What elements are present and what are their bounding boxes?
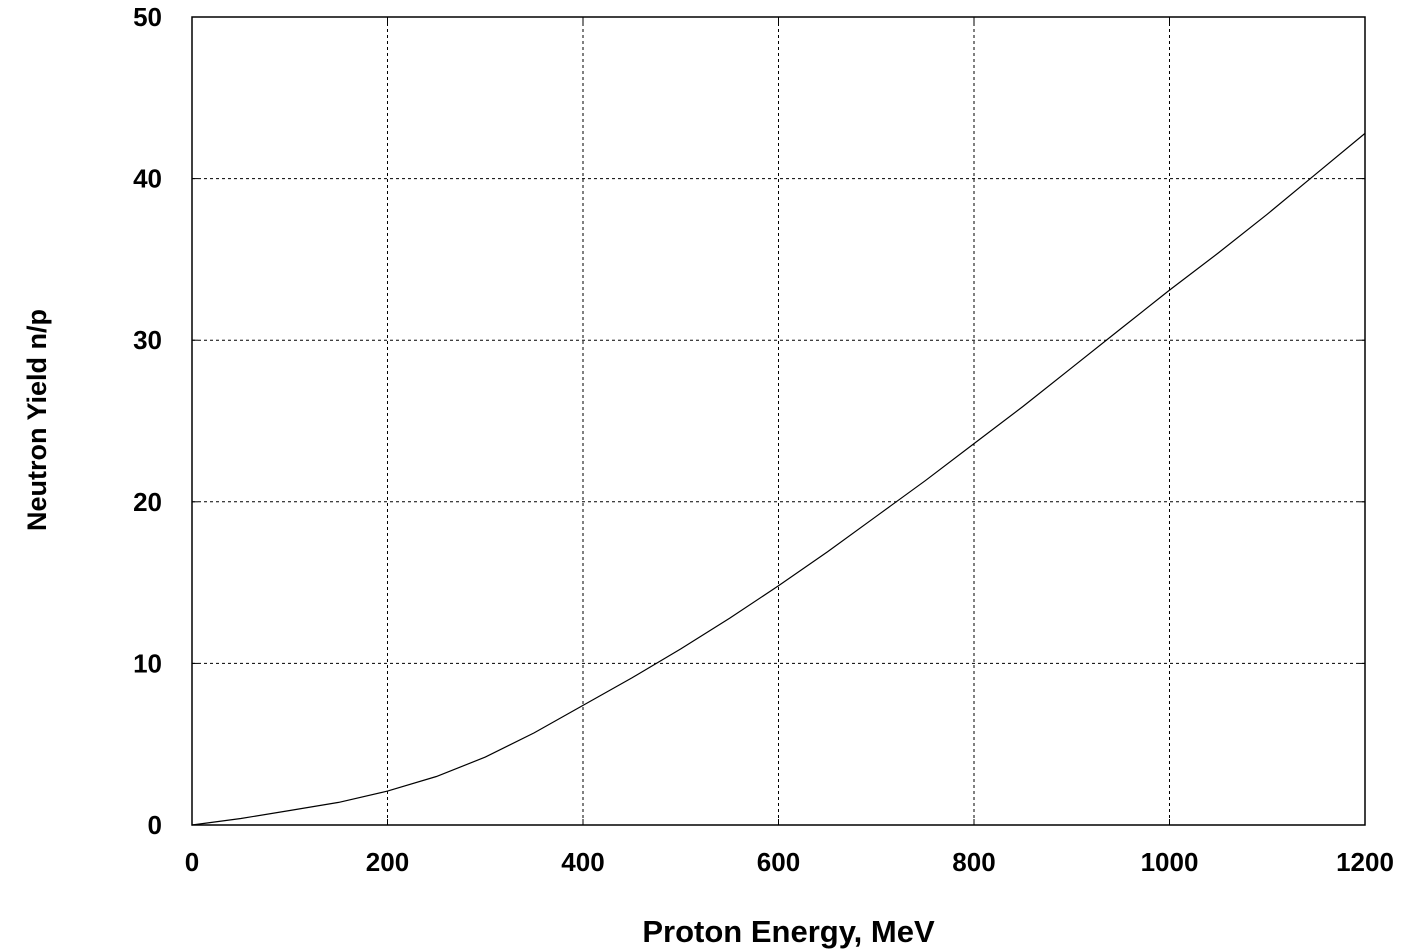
x-axis-tick-labels: 0 200 400 600 800 1000 1200	[185, 847, 1394, 877]
y-tick-label: 30	[133, 325, 162, 355]
y-tick-label: 50	[133, 2, 162, 32]
y-axis-title: Neutron Yield n/p	[22, 309, 52, 531]
x-tick-label: 0	[185, 847, 199, 877]
grid-lines	[191, 16, 1366, 826]
y-tick-label: 40	[133, 164, 162, 194]
x-tick-label: 1200	[1336, 847, 1394, 877]
y-tick-label: 20	[133, 487, 162, 517]
x-tick-label: 1000	[1141, 847, 1199, 877]
x-tick-label: 400	[561, 847, 604, 877]
y-axis-tick-labels: 0 10 20 30 40 50	[133, 2, 162, 840]
y-tick-label: 10	[133, 648, 162, 678]
x-tick-label: 200	[366, 847, 409, 877]
x-tick-label: 600	[757, 847, 800, 877]
x-tick-label: 800	[952, 847, 995, 877]
plot-area-frame	[191, 16, 1366, 826]
y-tick-label: 0	[148, 810, 162, 840]
x-axis-title: Proton Energy, MeV	[642, 914, 935, 949]
series-layer	[191, 132, 1366, 826]
series-line	[191, 132, 1366, 826]
